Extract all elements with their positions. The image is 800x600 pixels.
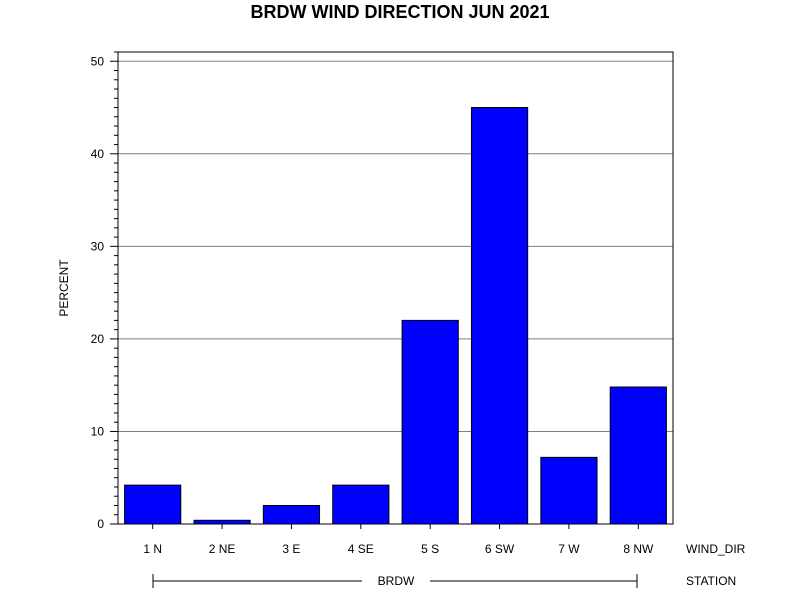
y-axis-label: PERCENT — [57, 259, 71, 317]
station-axis-label: STATION — [686, 574, 736, 588]
x-tick-label: 3 E — [282, 542, 300, 556]
bar-7-w — [540, 456, 598, 525]
x-tick-label: 4 SE — [348, 542, 374, 556]
x-tick-label: 6 SW — [485, 542, 515, 556]
x-tick-label: 8 NW — [623, 542, 654, 556]
x-axis-label: WIND_DIR — [686, 542, 746, 556]
bar-4-se — [332, 484, 390, 525]
bar-1-n — [124, 484, 182, 525]
gridlines — [118, 60, 673, 432]
plot-frame — [117, 51, 674, 525]
bar-3-e — [262, 504, 321, 525]
x-tick-label: 2 NE — [209, 542, 236, 556]
station-name: BRDW — [378, 574, 415, 588]
x-tick-label: 7 W — [558, 542, 580, 556]
x-tick-label: 5 S — [421, 542, 439, 556]
x-axis: 1 N 2 NE 3 E 4 SE 5 S 6 SW 7 W 8 NW — [143, 524, 654, 556]
chart-title: BRDW WIND DIRECTION JUN 2021 — [250, 2, 549, 22]
bar-5-s — [401, 319, 459, 525]
bar-6-sw — [470, 107, 529, 525]
bar-8-nw — [609, 386, 667, 525]
bar-2-ne — [193, 519, 251, 525]
x-tick-label: 1 N — [143, 542, 162, 556]
y-tick-label: 50 — [91, 54, 105, 68]
y-tick-label: 30 — [91, 239, 105, 253]
bars — [124, 107, 667, 525]
y-tick-label: 20 — [91, 332, 105, 346]
y-tick-label: 10 — [91, 424, 105, 438]
y-tick-label: 40 — [91, 147, 105, 161]
y-axis: 0 10 20 30 40 50 — [91, 51, 118, 531]
y-tick-label: 0 — [97, 517, 104, 531]
